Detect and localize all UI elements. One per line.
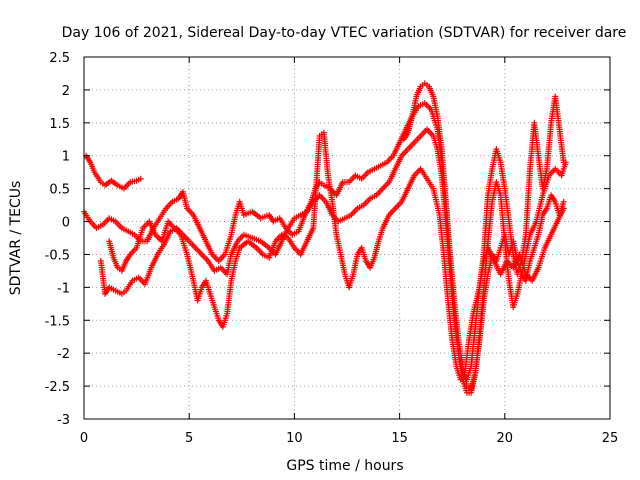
x-tick-label: 0 [80, 431, 88, 446]
data-points [81, 80, 569, 396]
data-point-track-1 [137, 175, 144, 182]
x-tick-label: 5 [185, 431, 193, 446]
y-tick-label: -1 [57, 281, 70, 296]
x-axis-label: GPS time / hours [286, 458, 403, 474]
x-tick-label: 15 [391, 431, 408, 446]
y-tick-label: 0 [62, 216, 70, 231]
plot-frame [83, 56, 611, 420]
x-tick-label: 20 [497, 431, 514, 446]
y-tick-label: -2 [57, 347, 70, 362]
data-point-track-3 [560, 205, 567, 212]
y-tick-label: -3 [57, 413, 70, 428]
data-point-track-5 [562, 159, 569, 166]
y-tick-label: 2.5 [49, 51, 70, 66]
axis-ticks: 0 5 10 15 20 25 -3 -2.5 -2 -1.5 -1 -0.5 0 0.5 1 1.5 2 2.5 [45, 51, 619, 446]
y-tick-label: -1.5 [45, 314, 70, 329]
data-point-track-2 [560, 198, 567, 205]
y-tick-label: 0.5 [49, 183, 70, 198]
y-tick-label: -2.5 [45, 380, 70, 395]
y-tick-label: 1.5 [49, 117, 70, 132]
y-axis-label: SDTVAR / TECUs [8, 181, 24, 296]
x-tick-label: 25 [602, 431, 619, 446]
y-tick-label: -0.5 [45, 248, 70, 263]
y-tick-label: 1 [62, 150, 70, 165]
y-tick-label: 2 [62, 84, 70, 99]
x-tick-label: 10 [286, 431, 303, 446]
chart-title: Day 106 of 2021, Sidereal Day-to-day VTE… [62, 25, 627, 41]
